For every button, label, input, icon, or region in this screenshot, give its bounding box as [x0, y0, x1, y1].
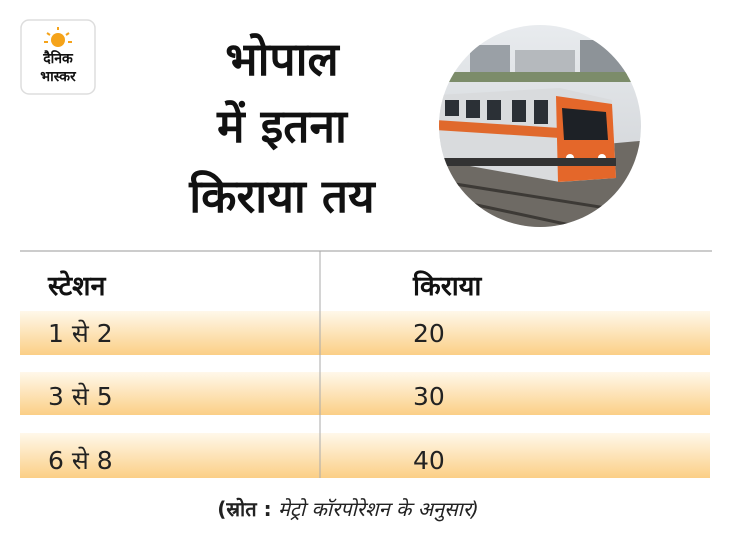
station-cell: 1 से 2 [48, 319, 113, 348]
column-header: किराया [412, 270, 482, 302]
title-line: किराया तय [188, 169, 377, 223]
logo-text: भास्कर [40, 69, 77, 85]
title-line: में इतना [216, 99, 349, 153]
row-band [20, 433, 710, 478]
logo: दैनिक भास्कर [20, 19, 96, 95]
title-line: भोपाल [225, 32, 340, 86]
fare-cell: 20 [413, 319, 445, 348]
station-cell: 3 से 5 [48, 382, 113, 411]
station-cell: 6 से 8 [48, 446, 113, 475]
fare-cell: 30 [413, 382, 445, 411]
logo-text: दैनिक [42, 50, 74, 67]
source-note: (स्रोत : मेट्रो कॉरपोरेशन के अनुसार) [217, 497, 479, 522]
fare-cell: 40 [413, 446, 445, 475]
column-header: स्टेशन [47, 270, 106, 302]
source-label: (स्रोत : [217, 497, 271, 521]
metro-image [439, 25, 641, 227]
source-text: मेट्रो कॉरपोरेशन के अनुसार) [278, 497, 479, 522]
row-band [20, 311, 710, 355]
row-band [20, 372, 710, 415]
